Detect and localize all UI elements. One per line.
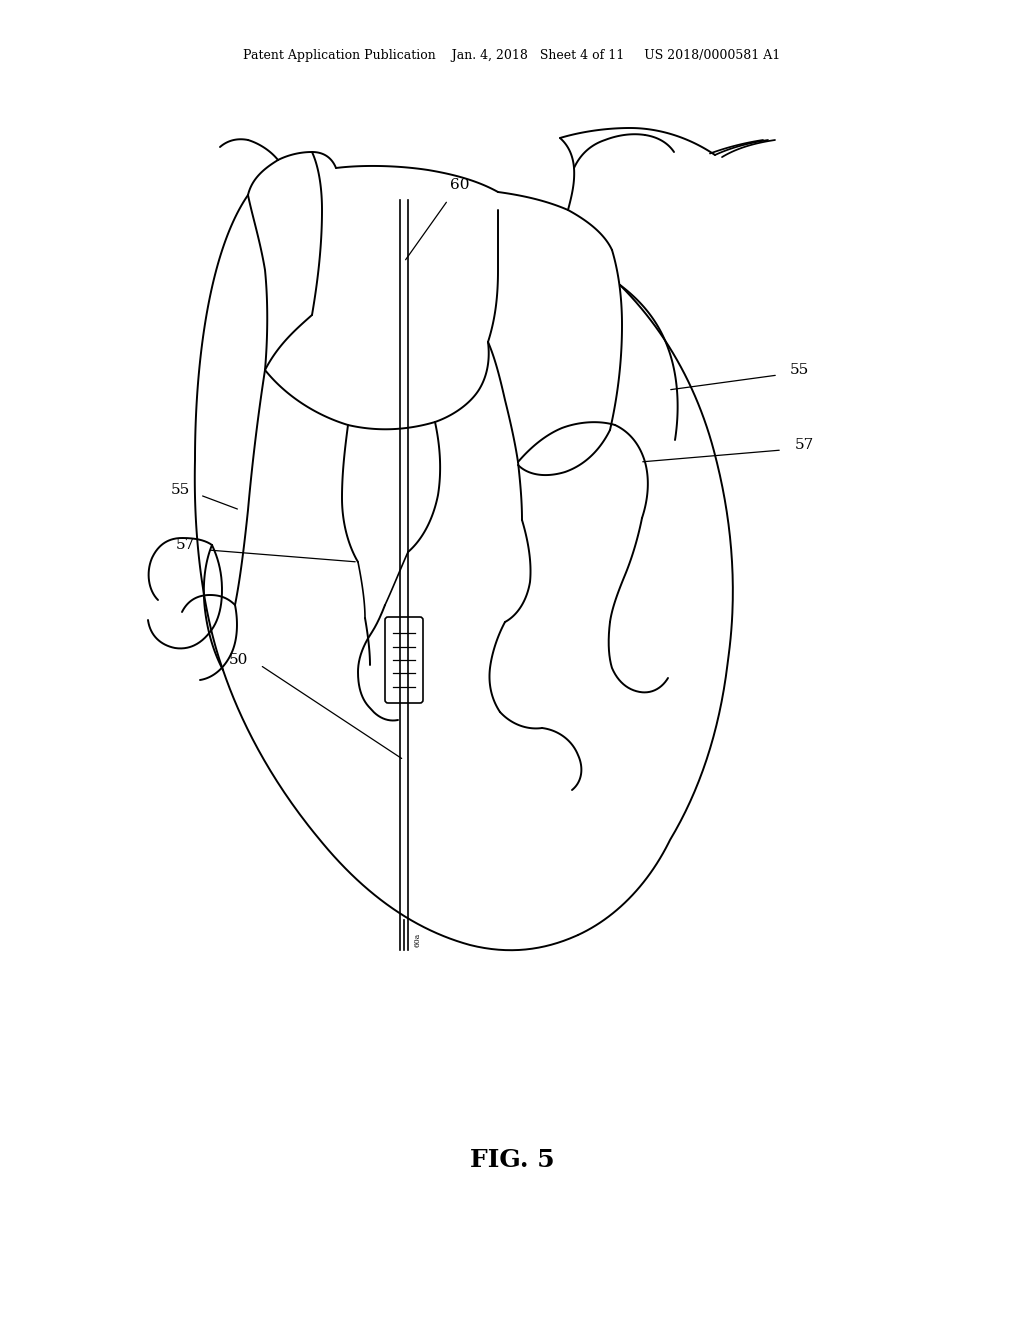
Text: 60a: 60a	[414, 933, 422, 948]
Text: 55: 55	[171, 483, 190, 498]
Text: FIG. 5: FIG. 5	[470, 1148, 554, 1172]
Text: 57: 57	[176, 539, 195, 552]
Text: 57: 57	[795, 438, 814, 451]
Text: 60: 60	[451, 178, 470, 191]
Text: 55: 55	[790, 363, 809, 378]
FancyBboxPatch shape	[385, 616, 423, 704]
Text: 50: 50	[228, 653, 248, 667]
Text: Patent Application Publication    Jan. 4, 2018   Sheet 4 of 11     US 2018/00005: Patent Application Publication Jan. 4, 2…	[244, 49, 780, 62]
